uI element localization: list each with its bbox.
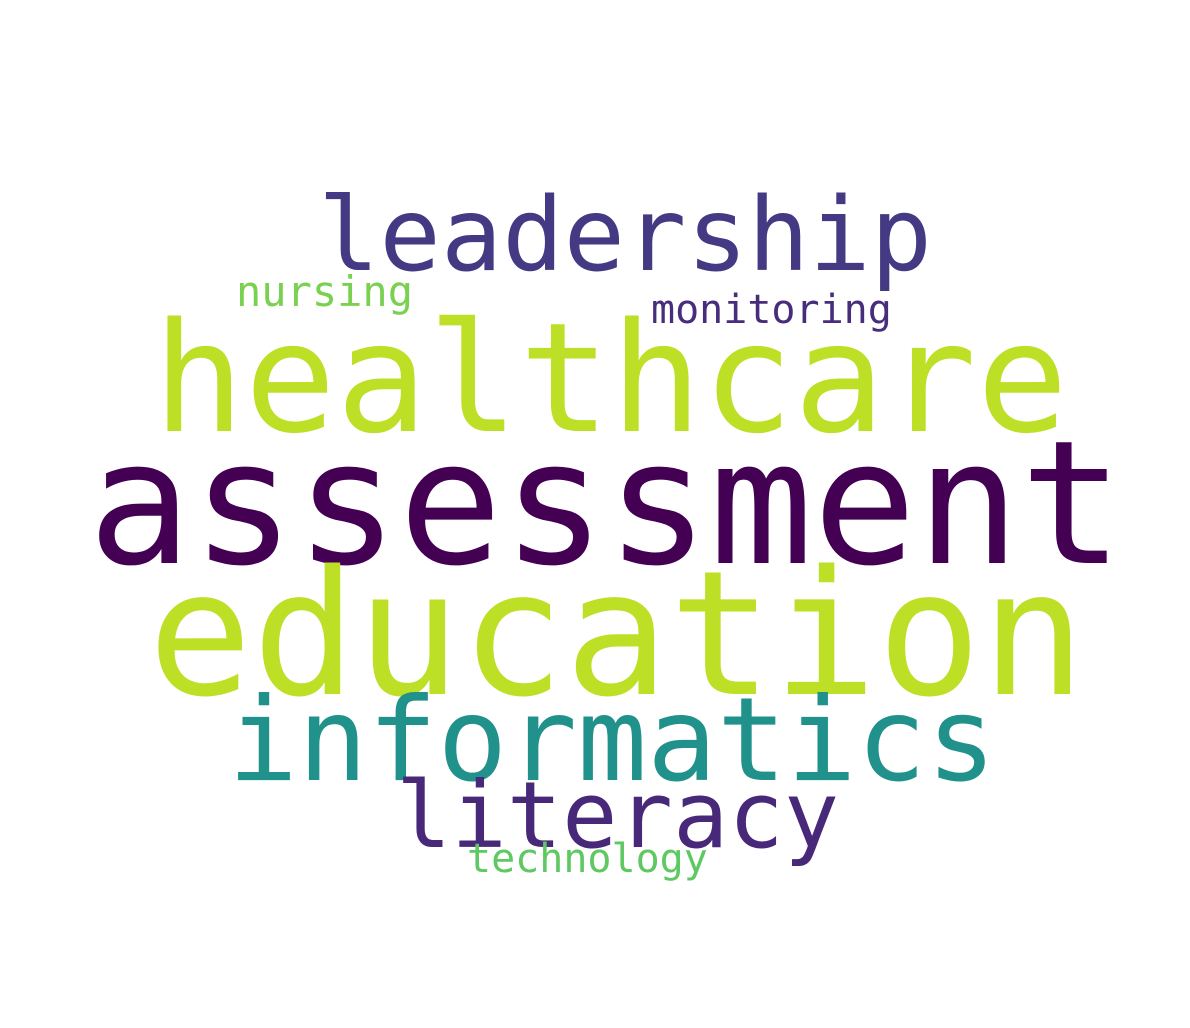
word-assessment: assessment xyxy=(88,403,1124,604)
word-monitoring: monitoring xyxy=(651,287,892,333)
word-education: education xyxy=(148,533,1086,735)
word-leadership: leadership xyxy=(318,176,933,295)
word-informatics: informatics xyxy=(228,673,997,808)
word-healthcare: healthcare xyxy=(153,290,1069,467)
word-literacy: literacy xyxy=(396,762,840,869)
word-nursing: nursing xyxy=(236,267,414,316)
word-technology: technology xyxy=(467,836,708,882)
